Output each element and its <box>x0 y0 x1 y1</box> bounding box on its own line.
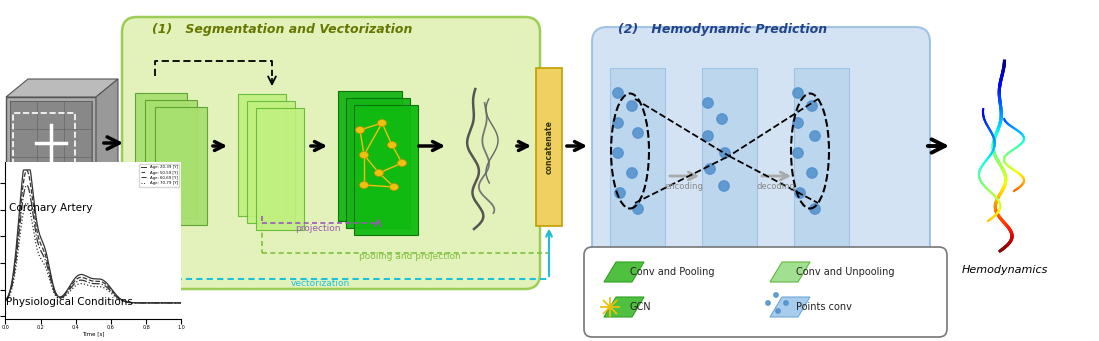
Circle shape <box>807 168 818 178</box>
Polygon shape <box>346 98 410 228</box>
Circle shape <box>720 148 730 158</box>
Circle shape <box>704 164 715 174</box>
Bar <box>536 68 562 226</box>
Ellipse shape <box>375 169 384 177</box>
Circle shape <box>810 204 820 214</box>
Circle shape <box>717 114 728 124</box>
Text: pooling and projection: pooling and projection <box>359 252 460 261</box>
Ellipse shape <box>359 151 368 159</box>
Circle shape <box>807 101 818 111</box>
Bar <box>702 68 757 253</box>
Bar <box>10 101 92 185</box>
Circle shape <box>702 98 713 108</box>
Circle shape <box>784 301 788 305</box>
Polygon shape <box>256 108 304 230</box>
Text: Hemodynamics: Hemodynamics <box>962 265 1048 275</box>
Ellipse shape <box>355 127 365 133</box>
Polygon shape <box>770 262 810 282</box>
Circle shape <box>633 204 643 214</box>
Circle shape <box>766 301 770 305</box>
Circle shape <box>633 128 643 138</box>
Bar <box>610 68 665 253</box>
Circle shape <box>613 148 623 158</box>
Ellipse shape <box>388 142 397 148</box>
Circle shape <box>792 118 803 128</box>
Circle shape <box>719 181 730 191</box>
Circle shape <box>792 148 803 158</box>
Circle shape <box>776 309 780 313</box>
Polygon shape <box>338 91 402 221</box>
Polygon shape <box>247 101 295 223</box>
Polygon shape <box>238 94 286 216</box>
Circle shape <box>613 118 623 128</box>
Ellipse shape <box>377 119 387 127</box>
Text: (2)   Hemodynamic Prediction: (2) Hemodynamic Prediction <box>618 23 828 36</box>
FancyBboxPatch shape <box>584 247 947 337</box>
Polygon shape <box>770 297 810 317</box>
Circle shape <box>613 88 623 98</box>
Circle shape <box>614 188 625 198</box>
Text: Conv and Unpooling: Conv and Unpooling <box>796 267 895 277</box>
Bar <box>5 97 96 189</box>
Text: projection: projection <box>296 224 341 233</box>
Ellipse shape <box>389 183 399 191</box>
Polygon shape <box>135 93 187 211</box>
Polygon shape <box>354 105 418 235</box>
Text: GCN: GCN <box>630 302 652 312</box>
Text: Physiological Conditions: Physiological Conditions <box>5 297 133 307</box>
Polygon shape <box>145 100 197 218</box>
Circle shape <box>792 88 803 98</box>
Circle shape <box>774 293 778 297</box>
Polygon shape <box>5 79 118 97</box>
FancyBboxPatch shape <box>122 17 540 289</box>
Text: Coronary Artery: Coronary Artery <box>9 203 92 213</box>
Circle shape <box>626 168 637 178</box>
Circle shape <box>702 131 713 141</box>
Text: vectorization: vectorization <box>290 279 349 288</box>
Polygon shape <box>155 107 207 225</box>
Polygon shape <box>96 79 118 189</box>
Polygon shape <box>604 297 644 317</box>
Text: decoding: decoding <box>756 182 796 191</box>
Circle shape <box>626 101 637 111</box>
Circle shape <box>810 131 820 141</box>
Text: Conv and Pooling: Conv and Pooling <box>630 267 714 277</box>
Polygon shape <box>604 262 644 282</box>
Ellipse shape <box>359 181 368 189</box>
Text: concatenate: concatenate <box>544 120 554 174</box>
Ellipse shape <box>398 160 407 166</box>
Bar <box>13 113 75 173</box>
FancyBboxPatch shape <box>592 27 930 279</box>
Bar <box>793 68 850 253</box>
Text: encoding: encoding <box>665 182 703 191</box>
Text: Points conv: Points conv <box>796 302 852 312</box>
Circle shape <box>795 188 806 198</box>
Text: (1)   Segmentation and Vectorization: (1) Segmentation and Vectorization <box>152 23 412 36</box>
